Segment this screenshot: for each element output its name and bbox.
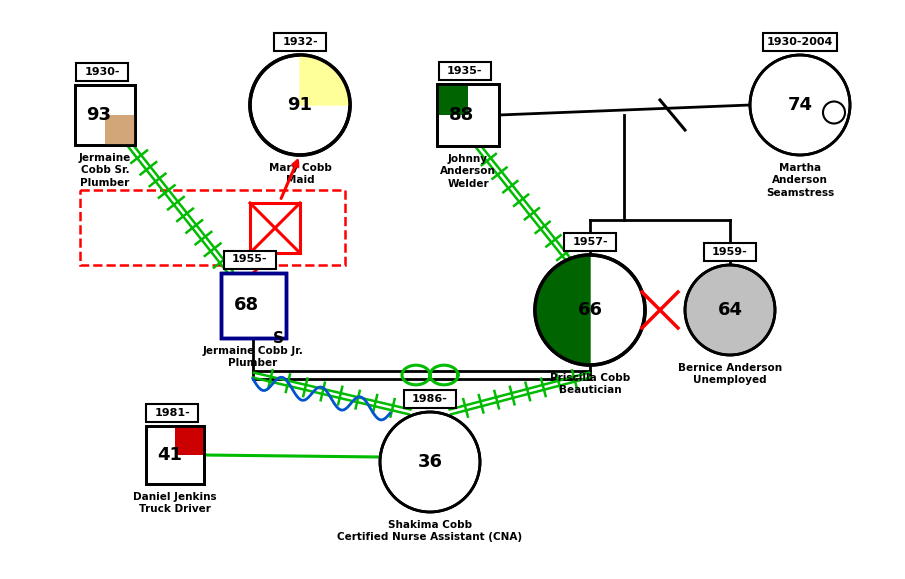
Text: 93: 93: [87, 106, 111, 124]
Bar: [437, 84, 468, 115]
Bar: [250, 203, 300, 253]
Bar: [763, 33, 837, 51]
Text: 1932-: 1932-: [282, 37, 318, 47]
Text: Mary Cobb
Maid: Mary Cobb Maid: [269, 163, 331, 185]
Bar: [404, 390, 456, 408]
Text: 1981-: 1981-: [154, 408, 190, 418]
Bar: [439, 62, 491, 80]
Text: Shakima Cobb
Certified Nurse Assistant (CNA): Shakima Cobb Certified Nurse Assistant (…: [338, 520, 522, 543]
Text: 1986-: 1986-: [412, 394, 448, 404]
Text: Jermaine Cobb Jr.
Plumber: Jermaine Cobb Jr. Plumber: [203, 346, 303, 368]
Bar: [80, 190, 345, 265]
Text: 91: 91: [288, 96, 312, 114]
Text: S: S: [273, 331, 284, 346]
Text: 64: 64: [718, 301, 742, 319]
Text: 1959-: 1959-: [712, 247, 748, 257]
Bar: [75, 85, 135, 145]
Text: 1935-: 1935-: [447, 66, 482, 76]
Text: Johnny
Anderson
Welder: Johnny Anderson Welder: [440, 154, 496, 189]
Bar: [564, 233, 616, 251]
Bar: [75, 85, 135, 145]
Bar: [221, 273, 285, 338]
Bar: [437, 84, 499, 146]
Circle shape: [535, 255, 645, 365]
Text: 36: 36: [417, 453, 443, 471]
Text: Bernice Anderson
Unemployed: Bernice Anderson Unemployed: [678, 363, 782, 386]
Circle shape: [750, 55, 850, 155]
Bar: [175, 426, 204, 455]
Text: 1930-2004: 1930-2004: [767, 37, 834, 47]
Text: 88: 88: [449, 106, 474, 124]
Text: 68: 68: [233, 296, 259, 314]
Bar: [704, 243, 756, 261]
Circle shape: [685, 265, 775, 355]
Text: 1955-: 1955-: [232, 255, 268, 265]
Polygon shape: [535, 255, 590, 365]
Text: Jermaine
Cobb Sr.
Plumber: Jermaine Cobb Sr. Plumber: [79, 153, 131, 188]
Bar: [437, 84, 499, 146]
Bar: [146, 426, 204, 484]
Bar: [221, 273, 285, 338]
Polygon shape: [300, 55, 350, 105]
Bar: [146, 426, 204, 484]
Circle shape: [250, 55, 350, 155]
Bar: [224, 251, 276, 269]
Text: 66: 66: [577, 301, 603, 319]
Text: 74: 74: [787, 96, 813, 114]
Bar: [274, 33, 326, 51]
Text: 1957-: 1957-: [572, 237, 608, 247]
Bar: [105, 115, 135, 145]
Text: 1930-: 1930-: [84, 67, 119, 77]
Text: 41: 41: [157, 446, 182, 464]
Bar: [76, 63, 128, 81]
Text: Martha
Anderson
Seamstress: Martha Anderson Seamstress: [766, 163, 834, 198]
Text: Priscilla Cobb
Beautician: Priscilla Cobb Beautician: [550, 373, 630, 395]
Circle shape: [380, 412, 480, 512]
Text: Daniel Jenkins
Truck Driver: Daniel Jenkins Truck Driver: [133, 492, 217, 514]
Bar: [146, 404, 198, 422]
